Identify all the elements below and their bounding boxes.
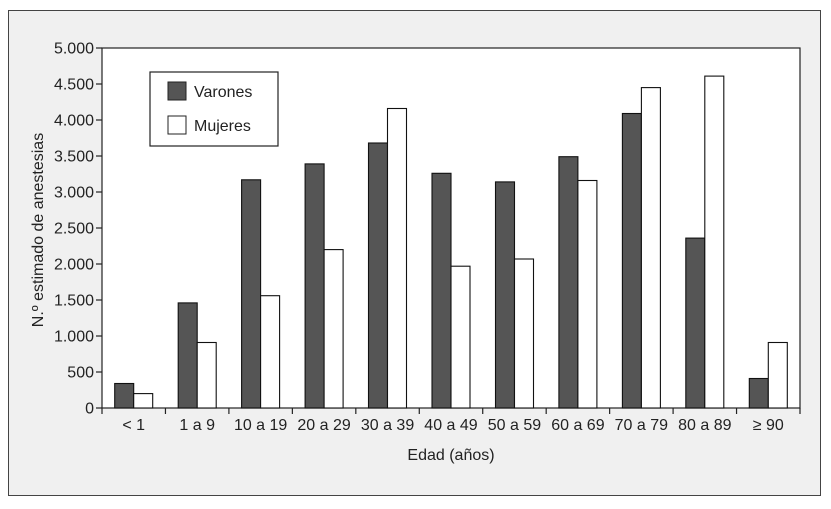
bar-varones-3 <box>304 163 325 409</box>
legend-swatch-mujeres <box>167 115 187 135</box>
bar-varones-8 <box>621 112 642 409</box>
bar-varones-6 <box>494 181 516 409</box>
bar-varones-7 <box>558 156 579 409</box>
bar-varones-9 <box>685 237 706 409</box>
y-tick-label: 4.500 <box>54 77 94 94</box>
y-tick-label: 500 <box>67 365 94 382</box>
x-tick-label: 60 a 69 <box>551 417 604 434</box>
y-tick-label: 0 <box>85 401 94 418</box>
bar-mujeres-7 <box>577 179 598 409</box>
y-tick-label: 3.000 <box>54 185 94 202</box>
y-tick-label: 1.000 <box>54 329 94 346</box>
x-tick-label: 20 a 29 <box>297 417 350 434</box>
bar-mujeres-10 <box>767 341 788 409</box>
y-tick-label: 5.000 <box>54 41 94 58</box>
legend-label-mujeres: Mujeres <box>194 118 251 135</box>
bar-varones-2 <box>241 179 262 409</box>
bar-mujeres-1 <box>196 341 217 409</box>
bar-varones-10 <box>748 377 769 409</box>
bar-varones-4 <box>367 142 389 409</box>
x-tick-label: 1 a 9 <box>179 417 215 434</box>
legend-swatch-varones <box>167 81 187 101</box>
x-tick-label: ≥ 90 <box>753 417 784 434</box>
y-tick-label: 2.500 <box>54 221 94 238</box>
x-tick-label: 80 a 89 <box>678 417 731 434</box>
bar-mujeres-5 <box>450 265 471 409</box>
x-tick-label: 50 a 59 <box>488 417 541 434</box>
bar-mujeres-0 <box>133 393 154 409</box>
bar-varones-0 <box>114 382 135 409</box>
bar-mujeres-3 <box>323 249 344 409</box>
legend-label-varones: Varones <box>194 84 252 101</box>
x-axis-title: Edad (años) <box>407 447 494 464</box>
x-tick-label: 30 a 39 <box>361 417 414 434</box>
bar-mujeres-8 <box>640 87 661 409</box>
x-tick-label: 70 a 79 <box>615 417 668 434</box>
x-tick-label: < 1 <box>122 417 145 434</box>
y-axis-title: N.º estimado de anestesias <box>30 133 47 327</box>
y-tick-label: 1.500 <box>54 293 94 310</box>
y-tick-label: 3.500 <box>54 149 94 166</box>
bar-mujeres-2 <box>260 295 281 409</box>
y-tick-label: 2.000 <box>54 257 94 274</box>
x-tick-label: 10 a 19 <box>234 417 287 434</box>
legend: Varones Mujeres <box>149 71 279 147</box>
bar-mujeres-9 <box>704 75 725 409</box>
x-tick-label: 40 a 49 <box>424 417 477 434</box>
bar-varones-1 <box>177 302 198 409</box>
bar-varones-5 <box>431 172 452 409</box>
bar-mujeres-4 <box>386 107 408 409</box>
bar-mujeres-6 <box>513 258 535 409</box>
y-tick-label: 4.000 <box>54 113 94 130</box>
